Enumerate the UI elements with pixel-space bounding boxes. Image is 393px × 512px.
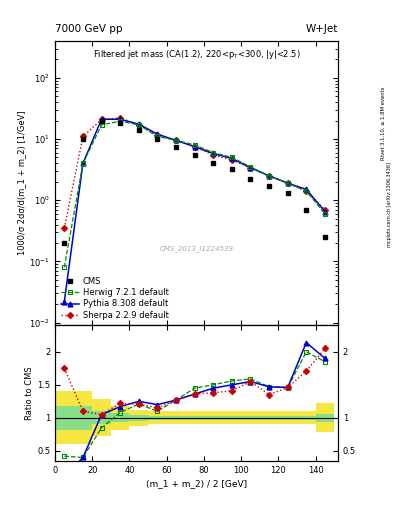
Sherpa 2.2.9 default (174, 137, 178, 143)
Herwig 7.2.1 default (323, 210, 327, 217)
Y-axis label: 1000/σ 2dσ/d(m_1 + m_2) [1/GeV]: 1000/σ 2dσ/d(m_1 + m_2) [1/GeV] (18, 111, 27, 255)
Herwig 7.2.1 default (248, 164, 253, 170)
CMS (211, 160, 216, 166)
Pythia 8.308 default (136, 121, 141, 127)
CMS (174, 143, 178, 150)
CMS (267, 183, 272, 189)
Y-axis label: Ratio to CMS: Ratio to CMS (25, 366, 34, 420)
Herwig 7.2.1 default (155, 134, 160, 140)
Sherpa 2.2.9 default (81, 134, 85, 140)
Sherpa 2.2.9 default (323, 206, 327, 212)
Sherpa 2.2.9 default (304, 188, 309, 195)
CMS (155, 136, 160, 142)
Sherpa 2.2.9 default (136, 122, 141, 128)
CMS (323, 234, 327, 240)
Herwig 7.2.1 default (136, 122, 141, 128)
CMS (136, 127, 141, 133)
Line: Pythia 8.308 default: Pythia 8.308 default (62, 117, 327, 304)
Pythia 8.308 default (248, 164, 253, 170)
Pythia 8.308 default (99, 116, 104, 122)
Herwig 7.2.1 default (230, 154, 234, 160)
Pythia 8.308 default (230, 156, 234, 162)
Pythia 8.308 default (267, 173, 272, 179)
Pythia 8.308 default (81, 160, 85, 166)
X-axis label: (m_1 + m_2) / 2 [GeV]: (m_1 + m_2) / 2 [GeV] (146, 479, 247, 488)
Pythia 8.308 default (192, 143, 197, 150)
Pythia 8.308 default (62, 298, 67, 305)
Text: Filtered jet mass (CA(1.2), 220<p$_\mathsf{T}$<300, |y|<2.5): Filtered jet mass (CA(1.2), 220<p$_\math… (93, 48, 300, 61)
Sherpa 2.2.9 default (99, 116, 104, 122)
Herwig 7.2.1 default (211, 150, 216, 156)
Pythia 8.308 default (211, 151, 216, 157)
Pythia 8.308 default (174, 137, 178, 143)
CMS (99, 117, 104, 123)
Text: Rivet 3.1.10, ≥ 1.8M events: Rivet 3.1.10, ≥ 1.8M events (381, 86, 386, 160)
Sherpa 2.2.9 default (62, 225, 67, 231)
Legend: CMS, Herwig 7.2.1 default, Pythia 8.308 default, Sherpa 2.2.9 default: CMS, Herwig 7.2.1 default, Pythia 8.308 … (59, 275, 170, 321)
Sherpa 2.2.9 default (267, 173, 272, 179)
Herwig 7.2.1 default (285, 180, 290, 186)
CMS (118, 120, 123, 126)
CMS (62, 240, 67, 246)
Sherpa 2.2.9 default (118, 115, 123, 121)
Sherpa 2.2.9 default (192, 143, 197, 150)
Pythia 8.308 default (118, 116, 123, 122)
Herwig 7.2.1 default (267, 173, 272, 179)
Pythia 8.308 default (304, 186, 309, 193)
Sherpa 2.2.9 default (155, 132, 160, 138)
CMS (230, 166, 234, 173)
CMS (304, 206, 309, 212)
CMS (81, 136, 85, 142)
Pythia 8.308 default (323, 208, 327, 215)
Sherpa 2.2.9 default (248, 164, 253, 170)
Herwig 7.2.1 default (174, 137, 178, 143)
Line: Sherpa 2.2.9 default: Sherpa 2.2.9 default (62, 116, 327, 230)
Herwig 7.2.1 default (192, 142, 197, 148)
Herwig 7.2.1 default (118, 118, 123, 124)
Herwig 7.2.1 default (304, 188, 309, 195)
CMS (248, 176, 253, 182)
Text: 7000 GeV pp: 7000 GeV pp (55, 24, 123, 34)
Herwig 7.2.1 default (99, 122, 104, 128)
Herwig 7.2.1 default (62, 264, 67, 270)
Line: Herwig 7.2.1 default: Herwig 7.2.1 default (62, 119, 327, 270)
Pythia 8.308 default (285, 180, 290, 186)
Line: CMS: CMS (62, 118, 327, 245)
CMS (285, 190, 290, 196)
Text: W+Jet: W+Jet (306, 24, 338, 34)
Pythia 8.308 default (155, 131, 160, 137)
Sherpa 2.2.9 default (285, 180, 290, 186)
CMS (192, 152, 197, 158)
Sherpa 2.2.9 default (211, 152, 216, 158)
Text: CMS_2013_I1224539: CMS_2013_I1224539 (160, 245, 233, 252)
Sherpa 2.2.9 default (230, 157, 234, 163)
Herwig 7.2.1 default (81, 160, 85, 166)
Text: mcplots.cern.ch [arXiv:1306.3436]: mcplots.cern.ch [arXiv:1306.3436] (387, 162, 391, 247)
